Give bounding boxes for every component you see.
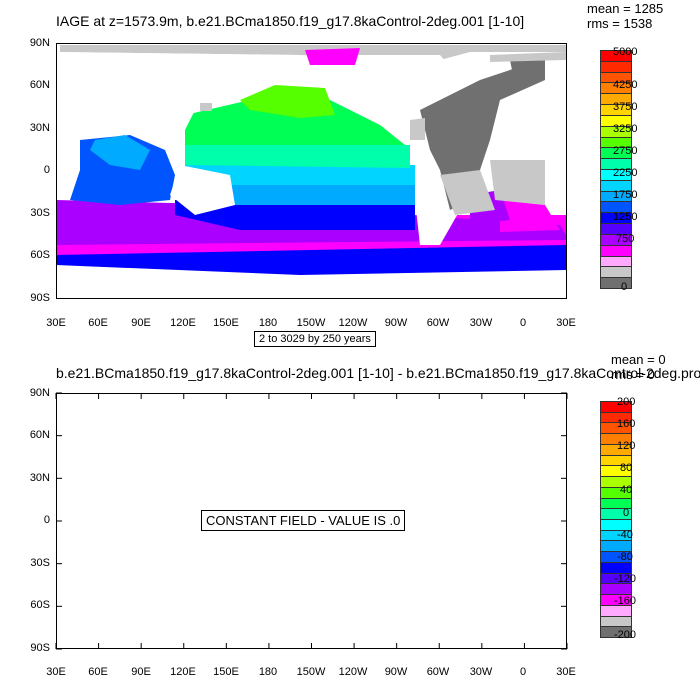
missing-small-left [200,103,212,111]
p2-xlabel-120w: 120W [338,666,368,678]
p1-xlabel-120e: 120E [170,317,196,329]
p2-ylabel-0: 0 [43,514,50,526]
north-pacific-magenta [305,48,360,65]
colorbar-cell [600,277,632,289]
land-greenland-gray [510,55,545,85]
constant-field-message: CONSTANT FIELD - VALUE IS .0 [201,510,406,531]
panel2-rms: rms = 0 [611,367,655,382]
p2-xlabel-120e: 120E [170,666,196,678]
panel2-colorbar [600,401,632,638]
p2-cb-label-80: 80 [620,462,633,474]
p1-xlabel-180: 180 [258,317,278,329]
panel2-mean: mean = 0 [611,352,666,367]
p1-xlabel-30w: 30W [469,317,493,329]
p1-cb-label-2250: 2250 [613,167,638,179]
p1-xlabel-150e: 150E [213,317,239,329]
panel1-map [56,45,566,298]
p1-xlabel-0: 0 [519,317,527,329]
p1-cb-label-0: 0 [621,281,628,293]
p2-cb-label-neg120: -120 [614,573,637,585]
p2-ylabel-60n: 60N [29,429,50,441]
field-pacific-lime [240,85,335,118]
panel1-range-note: 2 to 3029 by 250 years [254,331,376,347]
p2-xlabel-60w: 60W [426,666,450,678]
p2-ylabel-90n: 90N [29,387,50,399]
land-eurasia [56,52,340,190]
p2-ylabel-90s: 90S [30,642,50,654]
field-blue-band [56,245,566,275]
panel1-rms: rms = 1538 [587,16,653,31]
field-pacific-aqua [185,140,410,168]
p1-ylabel-0: 0 [43,164,50,176]
p1-cb-label-4250: 4250 [613,79,638,91]
p1-ylabel-30s: 30S [30,207,50,219]
p1-ylabel-30n: 30N [29,122,50,134]
p1-xlabel-30e-right: 30E [556,317,576,329]
p1-xlabel-60e: 60E [88,317,108,329]
p2-cb-label-200: 200 [617,396,636,408]
p2-xlabel-30e-right: 30E [556,666,576,678]
p2-cb-label-0: 0 [623,507,630,519]
p1-cb-label-3750: 3750 [613,101,638,113]
p2-ylabel-30n: 30N [29,472,50,484]
p1-xlabel-150w: 150W [296,317,326,329]
panel1-title: IAGE at z=1573.9m, b.e21.BCma1850.f19_g1… [56,13,525,29]
p2-cb-label-neg80: -80 [617,551,633,563]
p2-ylabel-30s: 30S [30,557,50,569]
p2-xlabel-30e: 30E [46,666,66,678]
p1-cb-label-2750: 2750 [613,145,638,157]
p2-xlabel-0: 0 [519,666,527,678]
p2-xlabel-90e: 90E [131,666,151,678]
p1-cb-label-5000: 5000 [613,46,638,58]
antarctic-white [56,275,566,298]
p2-cb-label-40: 40 [620,484,633,496]
missing-south-atlantic [490,160,545,205]
land-atlantic-gray [420,60,545,210]
p2-cb-label-120: 120 [617,440,636,452]
field-atlantic-magenta [500,200,560,232]
p1-xlabel-90e: 90E [131,317,151,329]
missing-africa-west [440,170,495,215]
p1-cb-label-1750: 1750 [613,189,638,201]
p2-xlabel-60e: 60E [88,666,108,678]
p1-ylabel-60s: 60S [30,249,50,261]
p1-xlabel-60w: 60W [426,317,450,329]
p2-xlabel-30w: 30W [469,666,493,678]
p1-ylabel-90s: 90S [30,292,50,304]
p1-xlabel-120w: 120W [338,317,368,329]
panel1-plot-frame [56,43,567,299]
panel1-colorbar [600,50,632,289]
p1-xlabel-90w: 90W [384,317,408,329]
colorbar-cell [600,626,632,638]
p1-xlabel-30e: 30E [46,317,66,329]
missing-nwatlantic [410,118,425,140]
p2-cb-label-160: 160 [617,418,636,430]
p2-ylabel-60s: 60S [30,599,50,611]
land-north-america [340,55,470,160]
p1-cb-label-750: 750 [616,233,635,245]
field-indian-north [90,135,150,170]
ocean-field [56,85,566,275]
p2-xlabel-90w: 90W [384,666,408,678]
p1-ylabel-90n: 90N [29,37,50,49]
field-npacific-magenta [305,48,360,65]
p1-cb-label-3250: 3250 [613,123,638,135]
field-pacific-green [185,100,405,145]
missing-arctic-east [490,52,566,62]
p2-xlabel-150e: 150E [213,666,239,678]
land-and-missing [56,45,566,298]
land-australia [170,165,235,215]
field-pacific-lightblue [185,180,415,205]
panel1-mean: mean = 1285 [587,1,664,16]
p1-ylabel-60n: 60N [29,79,50,91]
p2-xlabel-150w: 150W [296,666,326,678]
p2-xlabel-180: 180 [258,666,278,678]
p2-cb-label-neg40: -40 [617,529,633,541]
field-pacific-blue [175,200,415,230]
p2-cb-label-neg160: -160 [614,595,637,607]
p2-cb-label-neg200: -200 [614,629,637,641]
p1-cb-label-1250: 1250 [613,211,638,223]
panel2-title: b.e21.BCma1850.f19_g17.8kaControl-2deg.0… [56,365,700,381]
